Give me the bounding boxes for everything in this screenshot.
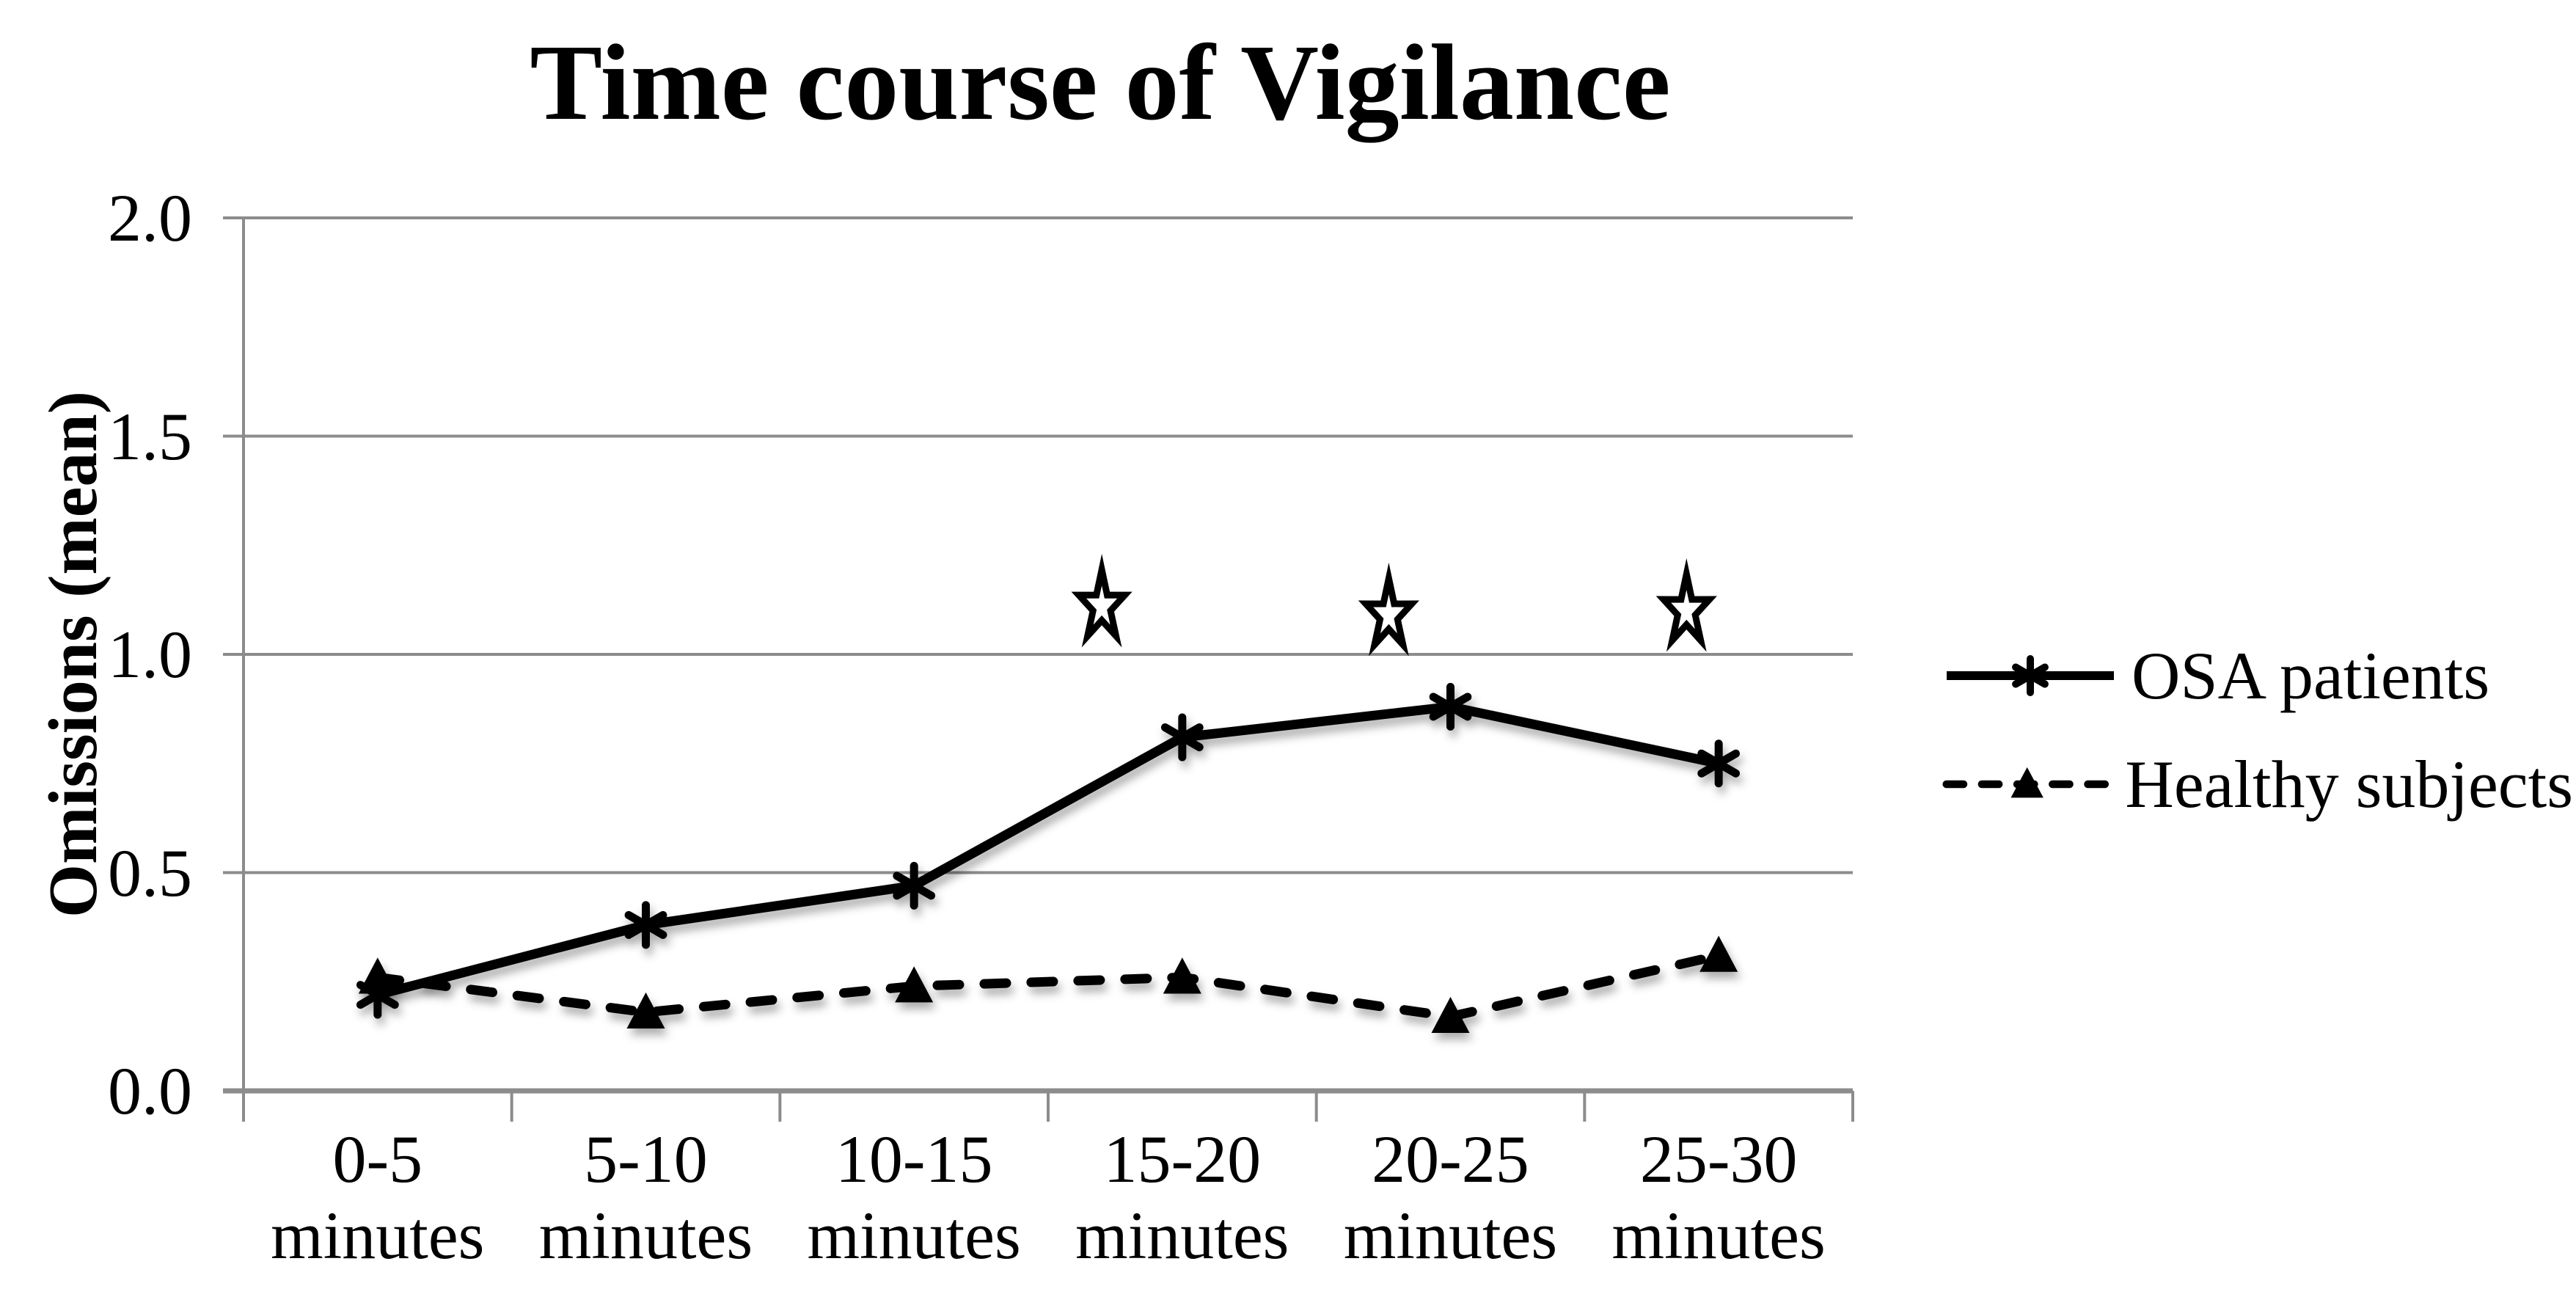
legend-item-osa-patients: OSA patients <box>1942 635 2573 716</box>
series-osa-patients <box>356 682 1741 1019</box>
x-tick-line1: 20-25 <box>1372 1122 1529 1196</box>
x-tick-line1: 0-5 <box>332 1122 423 1196</box>
x-axis-tick-label: 20-25 minutes <box>1304 1121 1598 1274</box>
legend: OSA patients Healthy subjects <box>1942 635 2573 825</box>
series-line <box>373 951 1724 1022</box>
x-axis-tick-label: 5-10 minutes <box>500 1121 793 1274</box>
dashed-line-triangle-marker-icon <box>1942 767 2112 798</box>
solid-line-asterisk-marker-icon <box>1947 655 2114 696</box>
x-tick-line1: 10-15 <box>835 1122 993 1196</box>
significance-star-icon <box>1655 558 1717 652</box>
x-tick-line2: minutes <box>1611 1198 1826 1273</box>
significance-star-icon <box>1071 553 1133 648</box>
triangle-marker-icon <box>1699 935 1738 972</box>
x-tick-line2: minutes <box>271 1198 485 1273</box>
legend-label: Healthy subjects <box>2125 747 2573 822</box>
triangle-marker-icon <box>2010 767 2043 798</box>
significance-star-icon <box>1358 562 1420 657</box>
x-axis-tick-label: 25-30 minutes <box>1572 1121 1865 1274</box>
y-axis-tick-label: 2.0 <box>108 180 192 255</box>
chart-title: Time course of Vigilance <box>530 23 1671 143</box>
triangle-marker-icon <box>895 966 934 1003</box>
asterisk-marker-icon <box>1160 723 1204 752</box>
x-tick-line1: 25-30 <box>1639 1122 1798 1196</box>
x-axis-tick-label: 15-20 minutes <box>1036 1121 1329 1274</box>
x-tick-line2: minutes <box>538 1198 753 1273</box>
series-healthy-subjects <box>358 935 1738 1033</box>
asterisk-marker-icon <box>624 910 667 939</box>
x-tick-line2: minutes <box>1343 1198 1558 1273</box>
y-axis-tick-label: 1.0 <box>108 617 192 692</box>
asterisk-marker-icon <box>1697 749 1741 778</box>
y-axis-tick-label: 0.0 <box>108 1053 192 1128</box>
asterisk-marker-icon <box>1429 693 1472 721</box>
y-axis-tick-label: 0.5 <box>108 835 192 910</box>
x-axis-tick-label: 0-5 minutes <box>231 1121 524 1274</box>
x-tick-line1: 15-20 <box>1103 1122 1262 1196</box>
asterisk-marker-icon <box>2012 663 2049 688</box>
triangle-marker-icon <box>1431 996 1470 1033</box>
x-tick-line2: minutes <box>1075 1198 1289 1273</box>
triangle-marker-icon <box>626 992 665 1029</box>
triangle-marker-icon <box>1163 957 1201 994</box>
x-tick-line2: minutes <box>807 1198 1021 1273</box>
y-axis-tick-label: 1.5 <box>108 398 192 474</box>
series-line <box>376 701 1720 1000</box>
legend-item-healthy-subjects: Healthy subjects <box>1942 744 2573 825</box>
x-tick-line1: 5-10 <box>584 1122 708 1196</box>
asterisk-marker-icon <box>893 872 936 900</box>
triangle-marker-icon <box>358 957 397 994</box>
legend-label: OSA patients <box>2132 638 2490 713</box>
x-axis-tick-label: 10-15 minutes <box>767 1121 1061 1274</box>
